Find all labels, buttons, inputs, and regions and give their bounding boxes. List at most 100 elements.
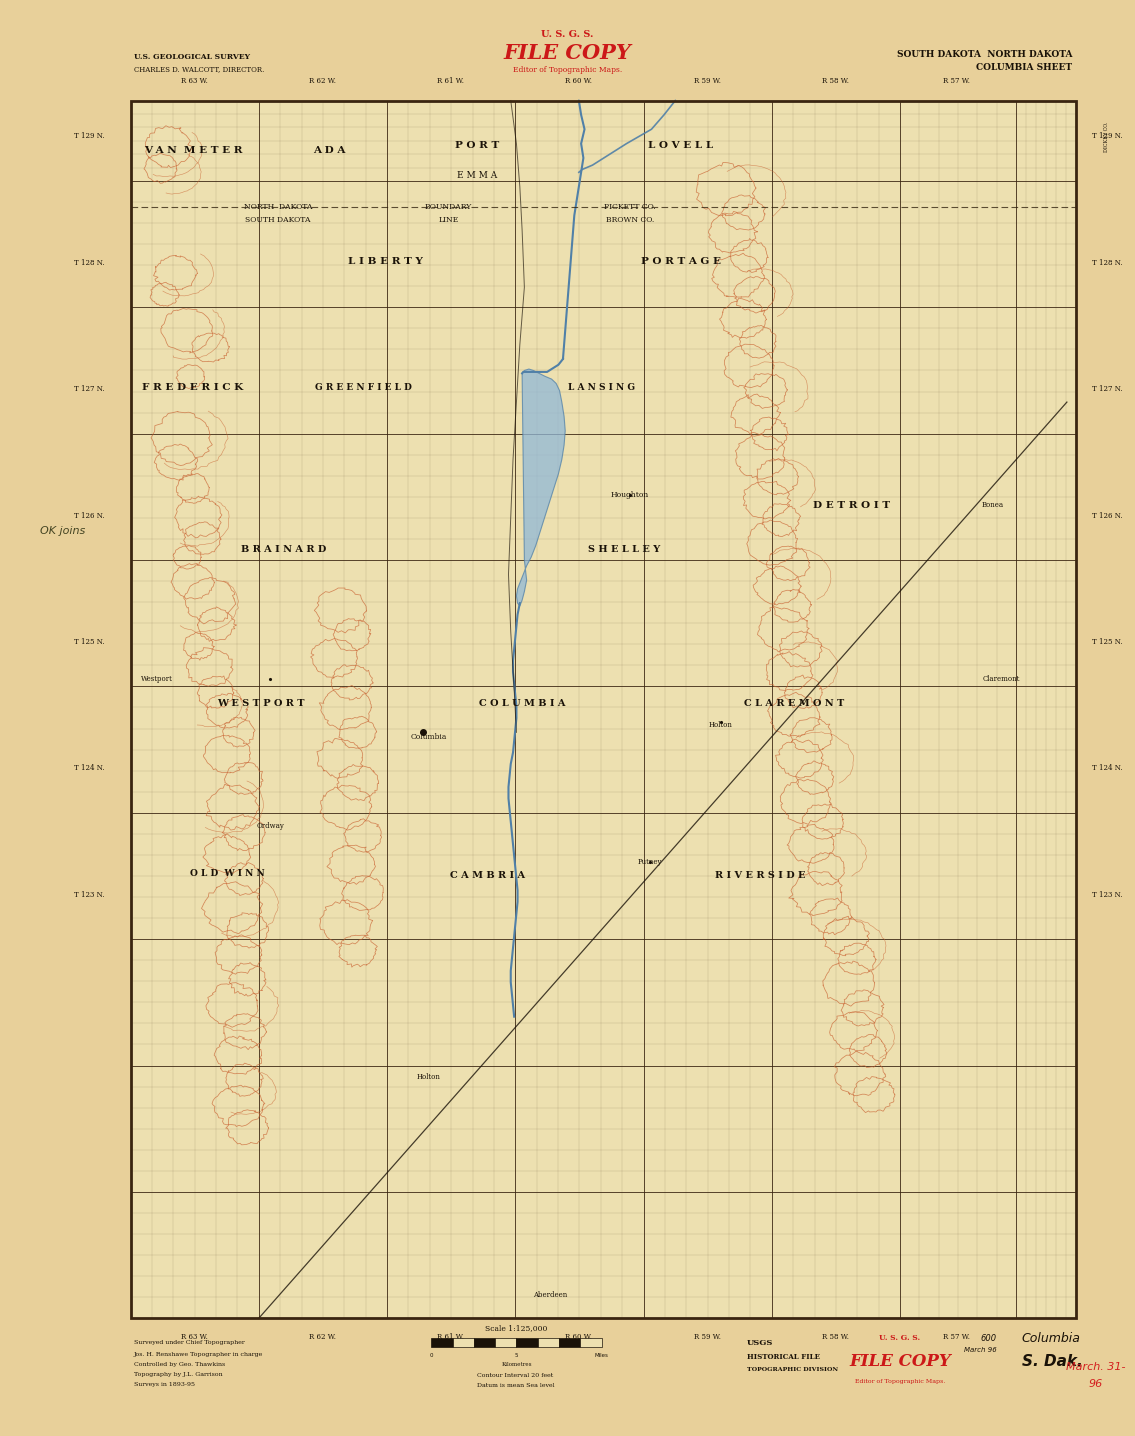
- Bar: [560, 1338, 580, 1347]
- Text: Columbia: Columbia: [1022, 1331, 1081, 1346]
- Text: T 125 N.: T 125 N.: [74, 638, 104, 646]
- Text: FILE COPY: FILE COPY: [504, 43, 631, 63]
- Text: Scale 1:125,000: Scale 1:125,000: [486, 1324, 547, 1333]
- Bar: [131, 101, 1076, 1318]
- Text: R 62 W.: R 62 W.: [309, 1333, 336, 1341]
- Text: BROWN CO.: BROWN CO.: [606, 215, 654, 224]
- Text: R 57 W.: R 57 W.: [943, 76, 970, 85]
- Text: F R E D E R I C K: F R E D E R I C K: [142, 383, 244, 392]
- Text: Kilometres: Kilometres: [502, 1361, 531, 1367]
- Text: LINE: LINE: [438, 215, 459, 224]
- Text: R I V E R S I D E: R I V E R S I D E: [715, 872, 806, 880]
- Text: Aberdeen: Aberdeen: [533, 1291, 568, 1300]
- Text: T 124 N.: T 124 N.: [74, 764, 104, 773]
- Text: Westport: Westport: [141, 675, 173, 684]
- Bar: [580, 1338, 602, 1347]
- Text: SOUTH DAKOTA: SOUTH DAKOTA: [245, 215, 311, 224]
- Text: P O R T: P O R T: [455, 141, 498, 149]
- Bar: [474, 1338, 495, 1347]
- Text: T 127 N.: T 127 N.: [74, 385, 104, 393]
- Text: Topography by J.L. Garrison: Topography by J.L. Garrison: [134, 1371, 222, 1377]
- Text: NORTH  DAKOTA: NORTH DAKOTA: [244, 202, 312, 211]
- Text: Miles: Miles: [595, 1353, 608, 1357]
- Text: Editor of Topographic Maps.: Editor of Topographic Maps.: [855, 1379, 945, 1384]
- Text: T 126 N.: T 126 N.: [74, 511, 104, 520]
- Text: E M M A: E M M A: [456, 171, 497, 180]
- Text: Jos. H. Renshawe Topographer in charge: Jos. H. Renshawe Topographer in charge: [134, 1351, 263, 1357]
- Text: R 61 W.: R 61 W.: [437, 76, 464, 85]
- Text: T 128 N.: T 128 N.: [1092, 258, 1123, 267]
- Text: T 127 N.: T 127 N.: [1092, 385, 1123, 393]
- Text: Bonea: Bonea: [982, 501, 1004, 510]
- Text: D E T R O I T: D E T R O I T: [813, 501, 890, 510]
- Text: R 59 W.: R 59 W.: [693, 76, 721, 85]
- Text: B R A I N A R D: B R A I N A R D: [241, 546, 327, 554]
- Bar: [516, 1338, 538, 1347]
- Text: TOPOGRAPHIC DIVISION: TOPOGRAPHIC DIVISION: [747, 1367, 838, 1373]
- Text: Claremont: Claremont: [983, 675, 1019, 684]
- Text: Holton: Holton: [708, 721, 733, 729]
- Text: L I B E R T Y: L I B E R T Y: [348, 257, 423, 266]
- Text: R 58 W.: R 58 W.: [822, 1333, 849, 1341]
- Text: Houghton: Houghton: [611, 491, 649, 500]
- Text: Datum is mean Sea level: Datum is mean Sea level: [477, 1383, 554, 1389]
- Text: W E S T P O R T: W E S T P O R T: [217, 699, 305, 708]
- Text: March 96: March 96: [964, 1347, 997, 1353]
- Text: Contour Interval 20 feet: Contour Interval 20 feet: [477, 1373, 553, 1379]
- Text: HISTORICAL FILE: HISTORICAL FILE: [747, 1353, 819, 1361]
- Text: R 62 W.: R 62 W.: [309, 76, 336, 85]
- Text: T 123 N.: T 123 N.: [74, 890, 104, 899]
- Text: A D A: A D A: [313, 146, 345, 155]
- Text: T 129 N.: T 129 N.: [74, 132, 104, 141]
- Text: FILE COPY: FILE COPY: [849, 1353, 951, 1370]
- Text: Surveys in 1893-95: Surveys in 1893-95: [134, 1381, 195, 1387]
- Text: R 60 W.: R 60 W.: [565, 76, 592, 85]
- Bar: [453, 1338, 474, 1347]
- Text: G R E E N F I E L D: G R E E N F I E L D: [314, 383, 412, 392]
- Text: R 63 W.: R 63 W.: [180, 1333, 208, 1341]
- Text: PICKETT CO.: PICKETT CO.: [604, 202, 656, 211]
- Text: T 123 N.: T 123 N.: [1092, 890, 1123, 899]
- Text: R 57 W.: R 57 W.: [943, 1333, 970, 1341]
- Text: R 59 W.: R 59 W.: [693, 1333, 721, 1341]
- Text: COLUMBIA SHEET: COLUMBIA SHEET: [976, 63, 1073, 72]
- Text: R 61 W.: R 61 W.: [437, 1333, 464, 1341]
- Text: CHARLES D. WALCOTT, DIRECTOR.: CHARLES D. WALCOTT, DIRECTOR.: [134, 65, 264, 73]
- Text: 5: 5: [514, 1353, 519, 1357]
- Text: T 124 N.: T 124 N.: [1092, 764, 1123, 773]
- Text: O L D  W I N N: O L D W I N N: [190, 869, 264, 877]
- Text: Ordway: Ordway: [257, 821, 284, 830]
- Text: Columbia: Columbia: [411, 732, 447, 741]
- Text: S H E L L E Y: S H E L L E Y: [588, 546, 661, 554]
- Text: S. Dak.: S. Dak.: [1022, 1354, 1083, 1369]
- Bar: [495, 1338, 516, 1347]
- Bar: [431, 1338, 453, 1347]
- Text: BOUNDARY: BOUNDARY: [424, 202, 472, 211]
- Text: U. S. G. S.: U. S. G. S.: [880, 1334, 920, 1343]
- Text: R 58 W.: R 58 W.: [822, 76, 849, 85]
- Text: Surveyed under Chief Topographer: Surveyed under Chief Topographer: [134, 1340, 245, 1346]
- Text: C O L U M B I A: C O L U M B I A: [479, 699, 565, 708]
- Text: R 60 W.: R 60 W.: [565, 1333, 592, 1341]
- Text: U. S. G. S.: U. S. G. S.: [541, 30, 594, 39]
- Bar: [538, 1338, 558, 1347]
- Text: Holton: Holton: [417, 1073, 442, 1081]
- Text: 0: 0: [429, 1353, 434, 1357]
- Text: 600: 600: [981, 1334, 997, 1343]
- Bar: [131, 101, 1076, 1318]
- Text: P O R T A G E: P O R T A G E: [641, 257, 721, 266]
- Text: 96: 96: [1088, 1380, 1102, 1389]
- Text: R 63 W.: R 63 W.: [180, 76, 208, 85]
- Text: T 126 N.: T 126 N.: [1092, 511, 1123, 520]
- Text: Editor of Topographic Maps.: Editor of Topographic Maps.: [513, 66, 622, 75]
- Text: V A N  M E T E R: V A N M E T E R: [144, 146, 242, 155]
- Text: DICKEY CO.: DICKEY CO.: [1104, 121, 1109, 152]
- Text: Controlled by Geo. Thawkins: Controlled by Geo. Thawkins: [134, 1361, 225, 1367]
- Text: L A N S I N G: L A N S I N G: [568, 383, 636, 392]
- Text: T 129 N.: T 129 N.: [1092, 132, 1123, 141]
- Polygon shape: [516, 369, 565, 606]
- Text: C A M B R I A: C A M B R I A: [451, 872, 526, 880]
- Text: USGS: USGS: [747, 1338, 773, 1347]
- Text: T 125 N.: T 125 N.: [1092, 638, 1123, 646]
- Text: L O V E L L: L O V E L L: [648, 141, 714, 149]
